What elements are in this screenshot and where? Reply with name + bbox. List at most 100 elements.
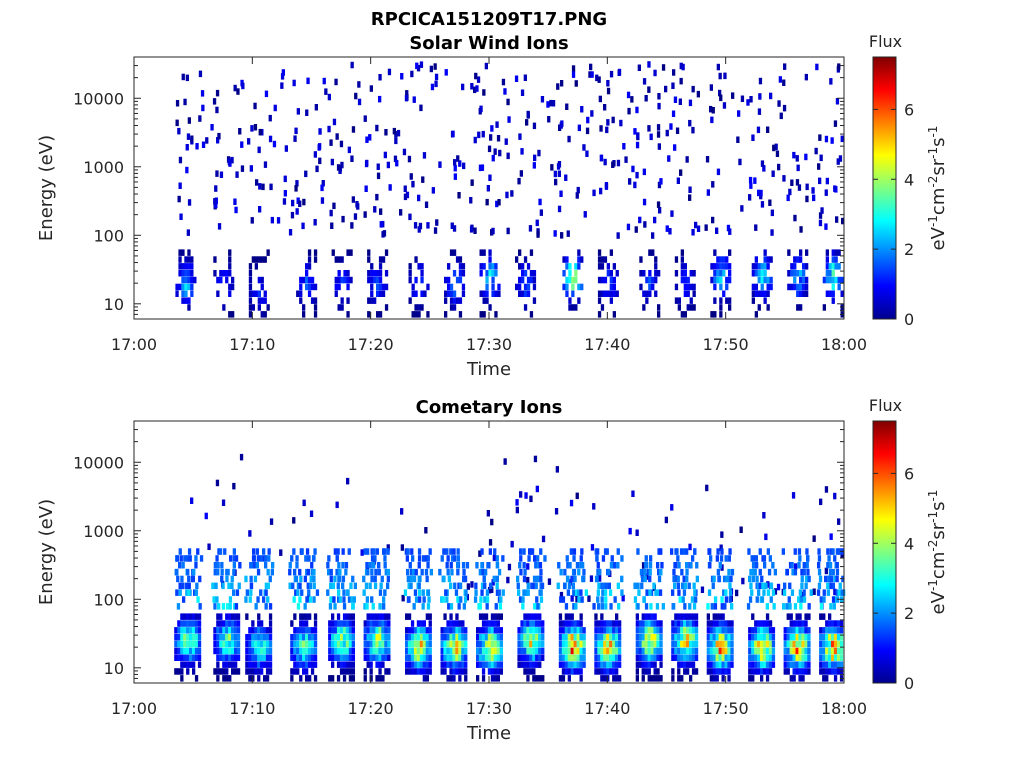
count-cell [234,206,238,214]
count-cell [429,65,433,73]
burst-cell [213,256,217,263]
burst-cell [564,634,568,641]
count-cell [723,72,727,80]
burst-cell [499,627,503,634]
count-cell [722,102,727,109]
burst-cell [782,589,787,596]
burst-cell [234,634,238,641]
count-cell [498,149,502,157]
burst-cell [248,270,253,277]
burst-cell [571,290,575,297]
burst-cell [491,270,495,277]
burst-cell [523,283,528,291]
burst-cell [641,634,645,641]
burst-cell [836,620,841,627]
count-cell [476,76,481,83]
burst-cell [187,276,191,284]
burst-cell [268,575,272,583]
burst-cell [783,627,787,634]
burst-cell [706,634,710,641]
burst-cell [721,634,725,641]
burst-cell [792,675,796,682]
burst-cell [802,263,806,270]
burst-cell [443,654,447,661]
burst-cell [817,582,822,590]
burst-cell [183,627,187,634]
burst-cell [712,575,716,583]
burst-cell [719,270,723,277]
burst-cell [642,596,646,603]
burst-cell [236,634,241,641]
burst-cell [579,627,583,634]
burst-cell [807,668,811,675]
burst-cell [715,668,719,675]
count-cell [833,492,837,500]
burst-cell [216,562,220,569]
count-cell [213,198,217,205]
burst-cell [180,627,184,634]
burst-cell [600,304,605,311]
burst-cell [829,575,834,583]
burst-cell [683,603,687,610]
burst-cell [561,627,566,634]
count-cell [302,198,306,206]
burst-cell [381,283,386,291]
burst-cell [683,620,687,627]
burst-cell [645,290,649,297]
burst-cell [348,654,353,661]
burst-cell [425,627,429,634]
burst-cell [754,290,758,297]
burst-cell [728,582,732,590]
burst-cell [750,555,754,562]
count-cell [536,231,540,238]
burst-cell [557,562,561,569]
burst-cell [650,675,654,682]
burst-cell [685,548,689,555]
burst-cell [302,311,306,318]
burst-cell [683,654,687,661]
burst-cell [789,647,793,655]
burst-cell [375,613,379,620]
burst-cell [518,596,523,603]
burst-cell [769,276,773,284]
burst-cell [219,647,223,655]
burst-cell [376,311,380,318]
count-cell [357,81,361,88]
burst-cell [381,620,385,627]
burst-cell [801,634,805,641]
burst-cell [479,270,483,277]
burst-cell [766,276,770,284]
burst-cell [464,589,468,596]
burst-cell [413,661,418,668]
burst-cell [582,647,586,655]
burst-cell [755,596,759,603]
burst-cell [529,654,533,661]
burst-cell [288,568,292,576]
burst-cell [257,634,261,641]
burst-cell [234,640,238,648]
burst-cell [597,654,601,661]
burst-cell [375,675,379,682]
burst-cell [192,568,196,576]
burst-cell [449,297,454,304]
burst-cell [751,297,755,304]
count-cell [647,61,651,68]
burst-cell [495,582,499,590]
burst-cell [362,575,366,583]
count-cell [768,199,772,206]
burst-cell [419,661,424,668]
burst-cell [720,548,724,555]
burst-cell [828,654,832,661]
burst-cell [339,620,344,627]
burst-cell [248,596,252,603]
burst-cell [213,668,217,675]
burst-cell [369,654,373,661]
burst-cell [802,270,806,277]
count-cell [250,125,254,132]
count-cell [264,90,269,98]
burst-cell [183,555,187,562]
count-cell [395,159,399,167]
burst-cell [187,283,191,291]
burst-cell [529,276,534,284]
burst-cell [757,668,761,675]
